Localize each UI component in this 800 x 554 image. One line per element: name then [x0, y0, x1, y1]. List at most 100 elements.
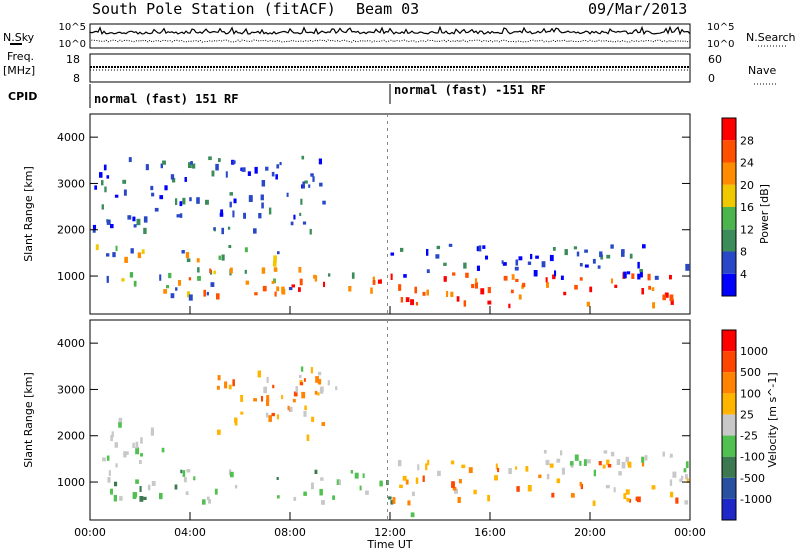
velocity-cell-66 — [277, 495, 280, 499]
velocity-cell-105 — [265, 412, 269, 418]
velocity-colorbar-swatch-3 — [722, 435, 736, 457]
velocity-cell-146 — [606, 459, 610, 465]
velocity-cell-14 — [139, 460, 142, 465]
power-cell-157 — [243, 212, 247, 219]
noise-left-tick-top: 10^5 — [59, 22, 86, 33]
velocity-cell-206 — [621, 461, 626, 469]
velocity-cell-64 — [354, 472, 359, 479]
power-cell-249 — [610, 244, 614, 249]
velocity-cell-208 — [685, 463, 689, 468]
velocity-cell-210 — [593, 469, 597, 477]
velocity-cell-125 — [397, 459, 402, 467]
power-cell-192 — [579, 277, 583, 281]
power-cell-103 — [286, 192, 289, 197]
velocity-cell-39 — [108, 470, 111, 476]
power-cell-166 — [302, 181, 305, 189]
power-cell-185 — [614, 284, 618, 289]
power-cell-146 — [106, 175, 110, 179]
power-cell-209 — [480, 288, 485, 295]
power-cell-5 — [186, 258, 191, 263]
freq-left-tick-bottom: 8 — [73, 72, 80, 85]
power-cell-153 — [229, 201, 232, 208]
power-cell-100 — [258, 213, 262, 219]
power-cell-70 — [323, 281, 326, 288]
power-cell-95 — [247, 171, 251, 176]
power-cell-267 — [621, 250, 625, 257]
power-cell-27 — [273, 278, 276, 284]
power-cell-172 — [574, 284, 578, 290]
velocity-cell-120 — [390, 500, 394, 505]
velocity-cell-115 — [299, 374, 302, 379]
time-tick-label-2: 08:00 — [274, 526, 306, 539]
velocity-cell-9 — [115, 463, 118, 468]
velocity-cell-194 — [625, 456, 629, 463]
power-cell-44 — [186, 291, 191, 298]
power-cell-168 — [610, 278, 614, 284]
power-cell-104 — [208, 156, 212, 161]
power-cell-47 — [229, 267, 233, 274]
power-cell-208 — [522, 282, 526, 288]
power-cell-257 — [443, 262, 447, 266]
velocity-cell-159 — [551, 492, 555, 498]
power-cell-78 — [268, 207, 272, 215]
power-colorbar-swatch-4 — [722, 184, 736, 207]
velocity-cell-142 — [454, 488, 458, 494]
velocity-cell-17 — [140, 453, 143, 457]
velocity-cell-45 — [234, 485, 238, 489]
power-cell-258 — [637, 273, 641, 280]
power-cell-251 — [527, 261, 532, 265]
power-cell-165 — [299, 212, 302, 216]
power-cell-177 — [400, 297, 404, 303]
power-cell-45 — [216, 293, 220, 300]
velocity-cell-94 — [271, 412, 275, 417]
velocity-cell-111 — [300, 366, 304, 372]
velocity-cell-140 — [407, 500, 411, 506]
power-cell-154 — [293, 214, 296, 220]
velocity-cell-8 — [118, 421, 122, 428]
power-cell-191 — [390, 273, 393, 280]
power-cell-75 — [318, 158, 322, 165]
power-cell-124 — [143, 227, 147, 234]
power-cell-263 — [564, 249, 568, 256]
velocity-cell-136 — [616, 459, 621, 465]
power-cell-161 — [308, 184, 311, 188]
velocity-cell-172 — [427, 459, 430, 466]
velocity-cell-84 — [266, 395, 270, 402]
power-cell-213 — [487, 300, 492, 305]
power-colorbar-swatch-2 — [722, 229, 736, 252]
power-cell-207 — [648, 285, 652, 290]
power-cell-4 — [272, 260, 277, 267]
power-cell-2 — [273, 255, 277, 263]
power-cell-13 — [181, 250, 185, 254]
power-cell-115 — [176, 214, 181, 218]
velocity-cell-61 — [107, 477, 111, 483]
velocity-cell-196 — [560, 450, 563, 456]
power-colorbar-tick-3: 16 — [740, 201, 754, 214]
power-cell-69 — [276, 286, 280, 292]
power-cell-219 — [573, 246, 578, 250]
velocity-cell-98 — [314, 390, 318, 395]
power-cell-174 — [452, 272, 456, 276]
power-cell-216 — [465, 272, 469, 278]
time-tick-label-6: 00:00 — [674, 526, 706, 539]
power-cell-66 — [274, 291, 277, 297]
velocity-cell-3 — [114, 442, 118, 448]
velocity-cell-151 — [451, 481, 455, 488]
velocity-cell-177 — [494, 475, 498, 481]
power-cell-143 — [114, 194, 119, 198]
power-cell-127 — [92, 229, 96, 233]
freq-right-tick-top: 60 — [708, 53, 722, 66]
power-cell-102 — [312, 176, 315, 182]
velocity-cell-46 — [180, 469, 183, 474]
power-cell-57 — [159, 274, 162, 281]
power-cell-149 — [241, 167, 246, 172]
velocity-cell-6 — [132, 442, 135, 449]
power-cell-25 — [288, 287, 293, 291]
velocity-cell-180 — [497, 467, 500, 473]
power-colorbar-swatch-7 — [722, 118, 736, 141]
time-axis-label: Time UT — [366, 538, 412, 551]
power-cell-9 — [130, 248, 134, 254]
power-cell-15 — [218, 255, 221, 260]
velocity-cell-195 — [669, 453, 673, 458]
power-cell-236 — [639, 269, 643, 273]
